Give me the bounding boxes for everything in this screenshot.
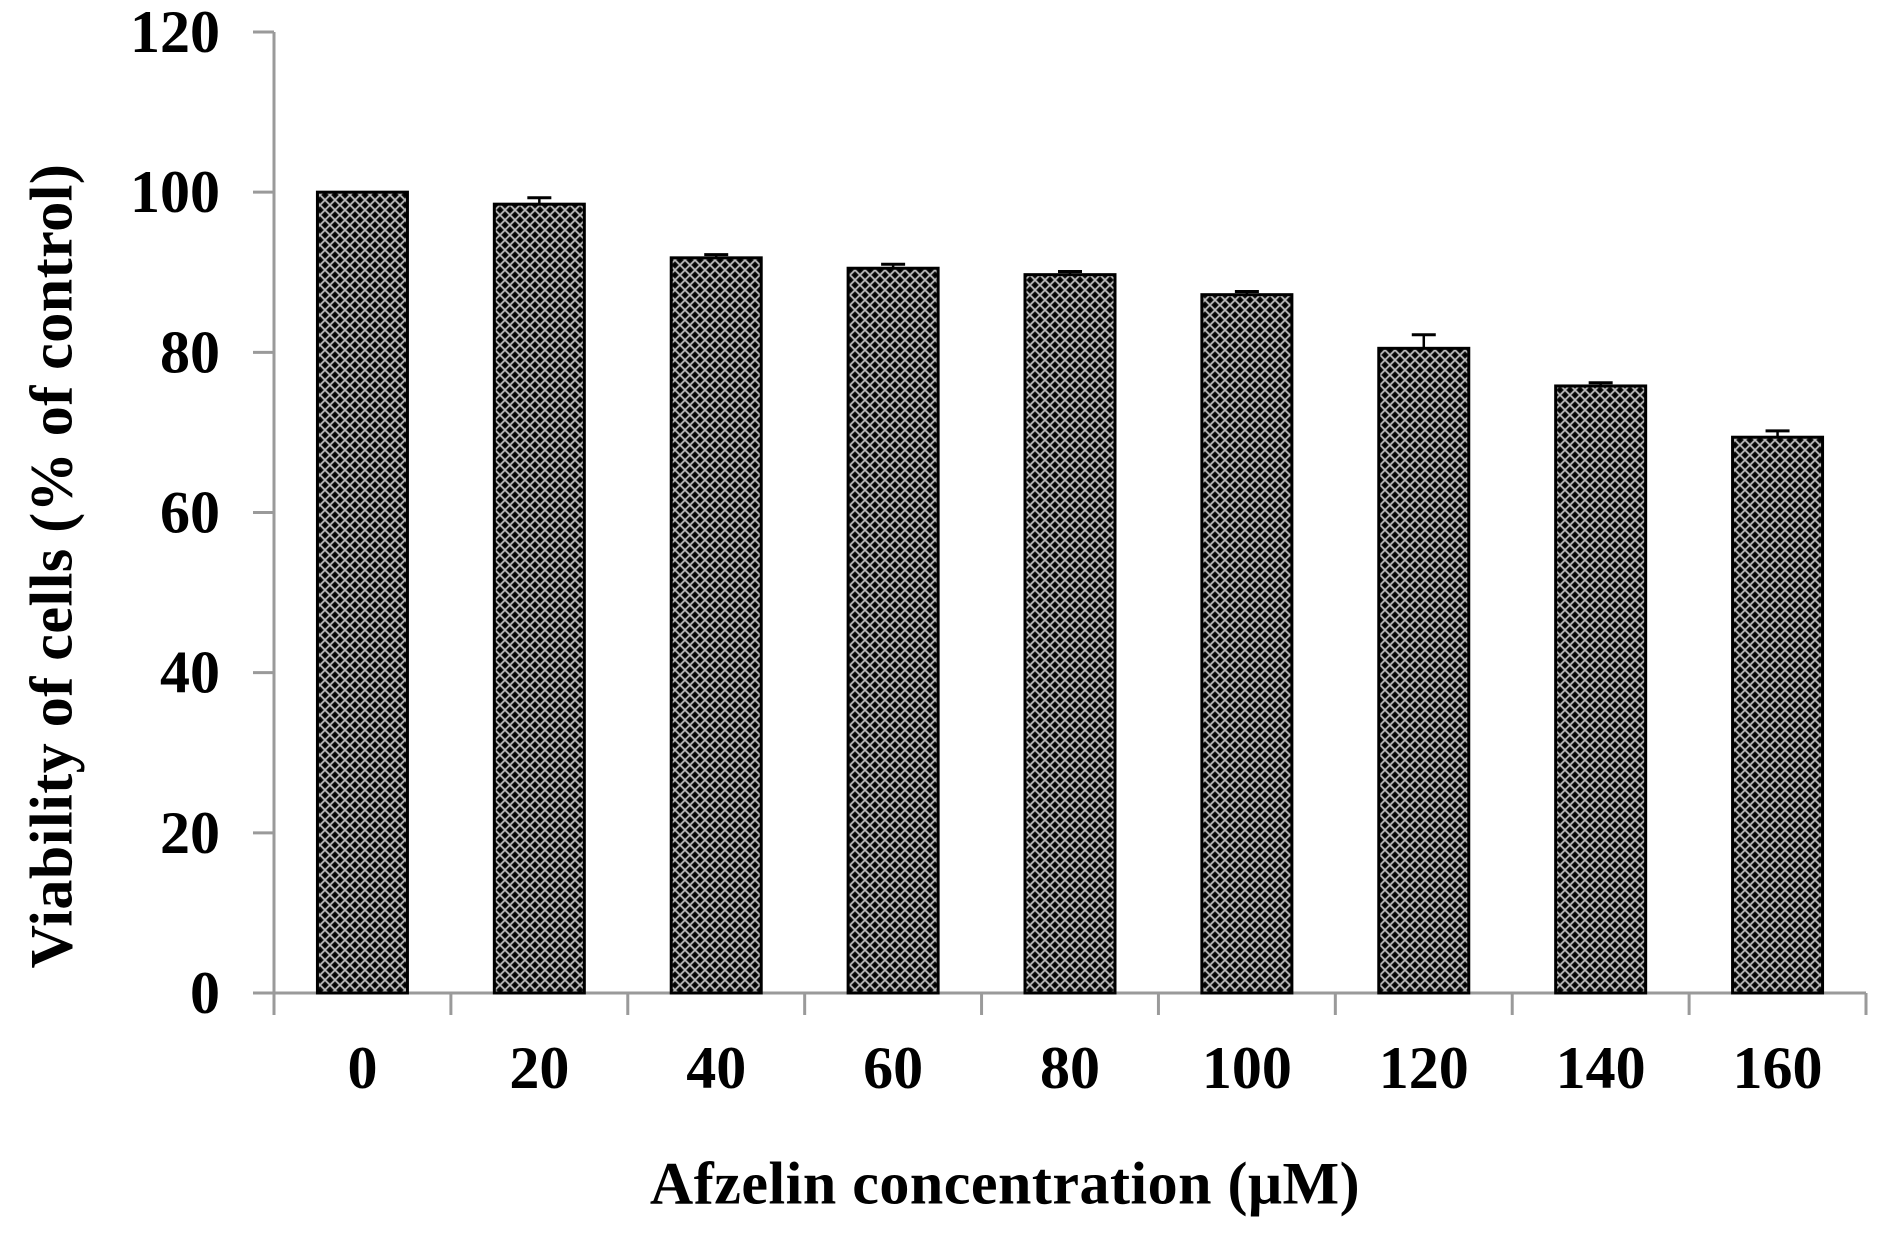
x-tick-label: 140 [1556, 1035, 1646, 1101]
x-tick-label: 120 [1379, 1035, 1469, 1101]
x-tick-label: 160 [1733, 1035, 1823, 1101]
y-tick-label: 80 [160, 319, 220, 385]
x-tick-label: 20 [509, 1035, 569, 1101]
y-axis-title: Viability of cells (% of control) [18, 163, 85, 969]
y-axis: 0 20 40 60 80 100 120 [130, 0, 276, 1026]
y-tick-label: 120 [130, 0, 220, 65]
x-tick-label: 60 [863, 1035, 923, 1101]
bar-120 [1377, 346, 1471, 995]
error-bars [527, 196, 1790, 438]
bar-0 [315, 190, 409, 995]
y-tick-label: 20 [160, 800, 220, 866]
x-tick-label: 100 [1202, 1035, 1292, 1101]
bar-160 [1731, 435, 1825, 995]
y-tick-label: 0 [190, 960, 220, 1026]
x-tick-label: 80 [1040, 1035, 1100, 1101]
y-tick-label: 60 [160, 480, 220, 546]
y-tick-label: 100 [130, 159, 220, 225]
bar-series [315, 190, 1825, 995]
bar-140 [1554, 384, 1648, 995]
bar-60 [846, 266, 940, 995]
x-axis-title: Afzelin concentration (μM) [649, 1150, 1361, 1217]
bar-80 [1023, 273, 1117, 995]
x-tick-label: 0 [347, 1035, 377, 1101]
bar-100 [1200, 293, 1294, 995]
y-tick-label: 40 [160, 640, 220, 706]
x-axis: 0 20 40 60 80 100 120 140 160 [253, 991, 1868, 1101]
x-tick-label: 40 [686, 1035, 746, 1101]
bar-40 [669, 256, 763, 995]
bar-20 [492, 202, 586, 995]
